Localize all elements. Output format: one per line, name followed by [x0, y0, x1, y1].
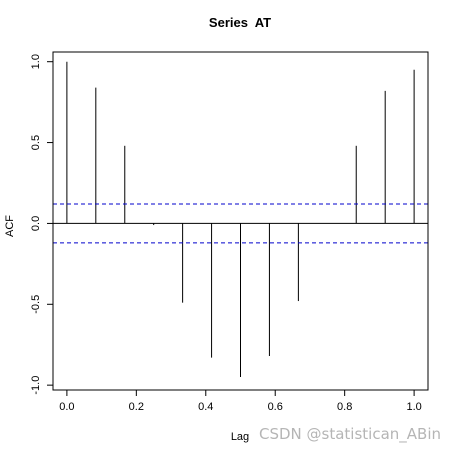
chart-title: Series AT [209, 15, 271, 30]
x-tick-label: 0.2 [129, 401, 144, 413]
y-tick-label: 0.5 [30, 135, 42, 150]
x-axis: 0.0 0.2 0.4 0.6 0.8 1.0 [59, 390, 422, 413]
y-tick-label: 0.0 [30, 216, 42, 231]
y-tick-label: 1.0 [30, 54, 42, 69]
x-axis-label: Lag [231, 431, 249, 443]
x-tick-label: 0.0 [59, 401, 74, 413]
x-tick-label: 0.6 [268, 401, 283, 413]
y-tick-label: -1.0 [30, 376, 42, 395]
x-tick-label: 0.8 [337, 401, 352, 413]
plot-frame [52, 51, 429, 391]
x-tick-label: 1.0 [406, 401, 421, 413]
watermark-text: CSDN @statistican_ABin [258, 425, 441, 443]
y-axis: 1.0 0.5 0.0 -0.5 -1.0 [30, 54, 53, 395]
x-tick-label: 0.4 [198, 401, 213, 413]
acf-spikes [66, 61, 415, 378]
y-tick-label: -0.5 [30, 295, 42, 314]
y-axis-label: ACF [4, 215, 16, 237]
